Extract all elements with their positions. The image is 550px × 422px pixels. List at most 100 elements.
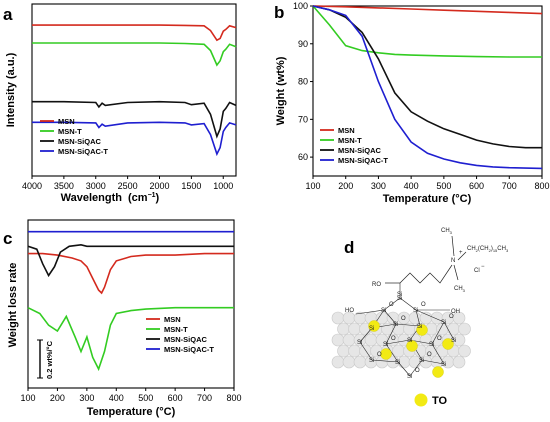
panel-c-line-msn-siqac [27,243,234,278]
si-atom-label: Si [429,342,434,348]
panel-a-xtick-label-2000: 2000 [149,181,169,191]
chain-label: CH2(CH2)15CH3 [467,246,509,253]
panel-a-line-msn-siqac [32,100,237,139]
siloxane-bond [355,309,385,315]
siloxane-bond [431,321,445,345]
si-atom-label: Si [419,358,424,364]
panel-a-xunit: (cm−1) [128,192,160,204]
panel-a-frame [31,3,237,177]
panel-b-xtick-label-400: 400 [404,181,419,191]
panel-a-line-msn-t [32,42,237,67]
silica-sphere [331,355,345,369]
siloxane-bond [397,361,411,377]
panel-b-xtick-label-300: 300 [371,181,386,191]
panel-c-xtick-label-700: 700 [197,393,212,403]
panel-a-xtick-label-2500: 2500 [118,181,138,191]
panel-c: c 100 200 300 400 500 600 700 800 Weight loss r… [3,219,242,418]
silica-sphere [353,355,367,369]
chain-sub-n: 15 [493,248,498,253]
siloxane-bond [383,297,401,311]
panel-d-letter: d [344,238,354,257]
panel-c-line-msn-t [27,306,234,372]
to-molecule-dot [442,338,454,350]
panel-c-xtick-label-100: 100 [20,393,35,403]
panel-a-line-msn [32,24,237,42]
siloxane-bond [385,339,411,345]
panel-c-xtick-label-400: 400 [109,393,124,403]
o-atom-label: O [427,352,432,358]
silica-sphere [337,344,350,358]
panel-b-ytick-label-70: 70 [298,114,308,124]
panel-c-legend-label-msn-t: MSN-T [164,325,188,334]
panel-b-ytick-label-80: 80 [298,77,308,87]
siloxane-bond [383,309,397,325]
si-atom-label: Si [369,326,374,332]
to-molecule-dot [406,340,418,352]
panel-a-xtick-label-1500: 1500 [181,181,201,191]
panel-b-xtick-label-500: 500 [436,181,451,191]
si-atom-label: Si [417,324,422,330]
panel-c-line-msn [28,252,234,295]
silica-sphere [452,333,466,347]
siloxane-bond [415,309,421,327]
propyl-linker [399,264,453,284]
silica-sphere [452,355,466,369]
panel-a-xunit-sup: −1 [148,192,156,199]
siloxane-bond [443,321,455,341]
siloxane-bond [359,327,373,343]
to-legend-label: TO [432,395,448,407]
o-atom-label: O [449,314,454,320]
silica-sphere [392,344,405,358]
panel-a-xunit-close: ) [156,192,160,204]
panel-a-xticks: 4000 3500 3000 2500 2000 1500 1000 [22,176,233,191]
panel-a-legend-label-msn-siqac-t: MSN-SiQAC-T [58,147,108,156]
chain-sub-b: 2 [489,248,492,253]
silica-sphere [364,333,378,347]
si-atom-label: Si [357,340,362,346]
panel-b-ylabel: Weight (wt%) [275,56,287,125]
o-atom-label: O [377,352,382,358]
n-bond-up [451,235,455,257]
panel-c-scalebar-label: 0.2 wt%/°C [45,340,54,379]
chain-ch3: CH [497,246,506,252]
chain-ch2-a: CH [467,246,476,252]
n-label: N [451,258,455,264]
panel-b-ticks: 100 200 300 400 500 600 700 800 60 70 80 90 100 [293,1,550,191]
panel-a-xtick-label-4000: 4000 [22,181,42,191]
panel-a-xtick-label-3500: 3500 [54,181,74,191]
panel-b-xtick-label-100: 100 [305,181,320,191]
panel-a: a 4000 3500 3000 2500 2000 1500 1000 Intensity… [3,3,237,204]
to-molecules [368,320,454,378]
siloxane-bond [395,323,421,327]
siloxane-bond [399,297,417,311]
siloxane-bond [431,343,445,365]
panel-a-letter: a [3,5,13,24]
panel-c-xticks: 100 200 300 400 500 600 700 800 [20,388,242,403]
panel-b-line-msn [312,5,543,15]
ch3-top-ch: CH [441,228,450,234]
panel-a-xlabel: Wavelength [61,192,123,204]
chain-paren: ( [478,246,480,252]
to-legend-dot [414,393,428,407]
schematic-labels: RO Si N + Cl − CH3 CH3 CH2(CH2)15CH3 HO … [345,228,509,315]
silica-sphere [342,333,356,347]
silica-sphere [447,322,460,336]
panel-a-ylabel: Intensity (a.u.) [5,52,17,127]
silica-sphere [359,344,372,358]
panel-b-legend-label-msn-siqac-t: MSN-SiQAC-T [338,156,388,165]
siloxane-bond [415,309,445,323]
panel-a-legend-label-msn: MSN [58,117,75,126]
o-atom-label: O [401,316,406,322]
si-atom-label: Si [441,320,446,326]
panel-c-letter: c [3,229,12,248]
siloxane-bond [385,323,397,345]
panel-b-xlabel: Temperature (°C) [383,193,472,205]
panel-b-legend-label-msn-t: MSN-T [338,136,362,145]
silica-sphere [353,311,367,325]
siloxane-bond [409,359,423,377]
panel-a-series [32,24,237,157]
si-atom-label: Si [395,360,400,366]
panel-b-line-msn-siqac-t [312,5,543,170]
